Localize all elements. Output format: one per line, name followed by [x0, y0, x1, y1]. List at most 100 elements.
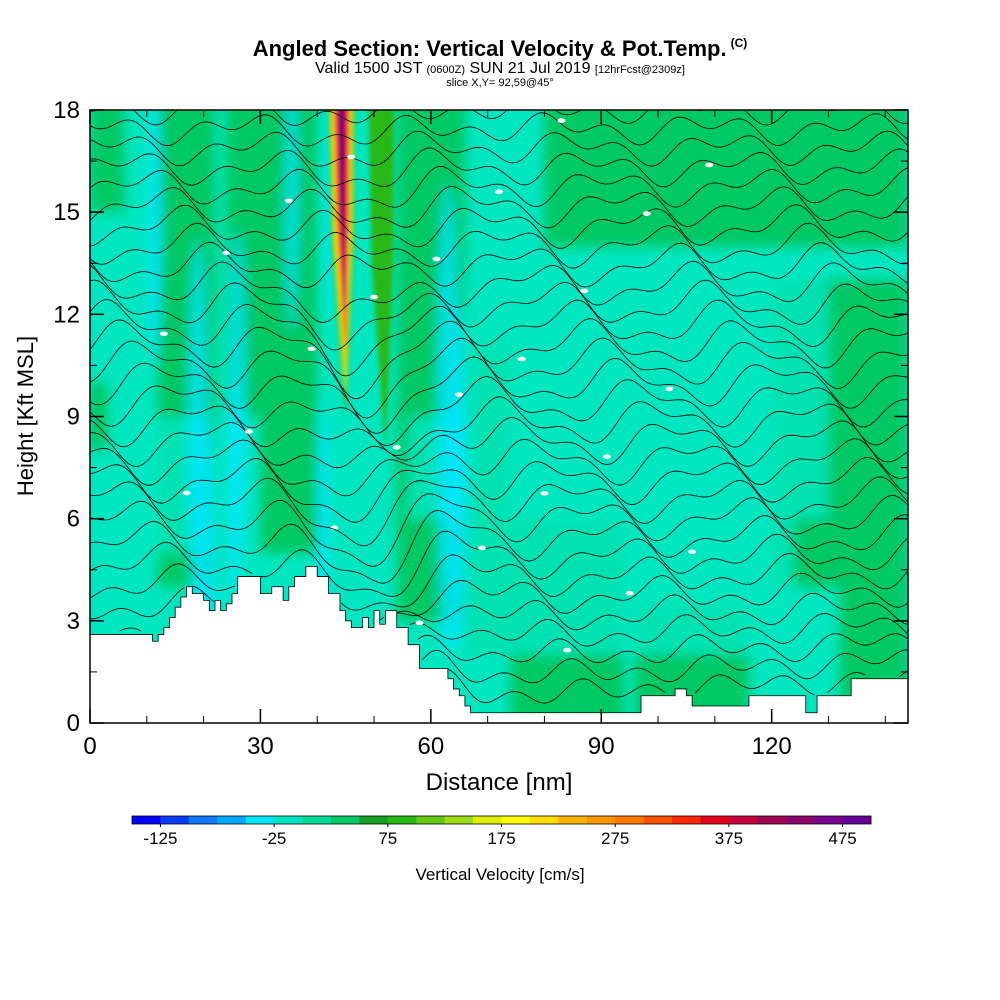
- isentrope-16: [90, 356, 908, 434]
- chart-subtitle: Valid 1500 JST (0600Z) SUN 21 Jul 2019 […: [0, 60, 1000, 78]
- isentrope-label-21: [580, 288, 589, 294]
- x-tick-label: 30: [247, 733, 274, 760]
- chart-title-unit: (C): [730, 36, 748, 50]
- isentrope-17: [90, 337, 908, 419]
- colorbar-swatch: [529, 816, 559, 824]
- downdraft-7: [285, 110, 299, 332]
- colorbar-tick-label: -125: [143, 829, 177, 848]
- colorbar-tick-label: 175: [487, 829, 515, 848]
- isentrope-label-22: [222, 250, 231, 256]
- isentrope-23: [90, 222, 908, 269]
- colorbar-swatch: [558, 816, 588, 824]
- y-tick-label: 18: [53, 97, 80, 124]
- isentrope-27: [90, 147, 908, 188]
- terrain: [90, 565, 908, 723]
- isentrope-21: [90, 260, 908, 323]
- terrain-outline: [90, 565, 908, 714]
- field-patches: [90, 110, 908, 723]
- isentrope-28: [90, 130, 908, 167]
- field-cyan-patch-1: [612, 280, 829, 519]
- x-tick-label: 90: [588, 733, 615, 760]
- y-tick-label: 15: [53, 199, 80, 226]
- downdraft-6: [451, 307, 468, 649]
- isentrope-label-27: [705, 162, 714, 168]
- isentrope-label-29: [557, 118, 566, 123]
- colorbar-swatch: [814, 816, 843, 824]
- isentrope-31: [90, 75, 908, 105]
- x-tick-label: 0: [83, 733, 96, 760]
- isentrope-11: [90, 457, 908, 523]
- colorbar-swatch: [757, 816, 787, 824]
- isentrope-5: [90, 572, 908, 621]
- isentrope-29: [90, 112, 908, 147]
- isentrope-label-17: [307, 346, 316, 352]
- terrain-fill: [90, 566, 908, 723]
- valid-date: SUN 21 Jul 2019: [469, 60, 591, 77]
- isentrope-18: [90, 318, 908, 400]
- isentrope-14: [90, 396, 908, 457]
- isentrope-26: [90, 165, 908, 208]
- colorbar-swatch: [359, 816, 389, 824]
- field-patch-12: [544, 110, 659, 247]
- chart-title: Angled Section: Vertical Velocity & Pot.…: [0, 36, 1000, 62]
- updraft-cores: [328, 110, 395, 451]
- utc-time: (0600Z): [426, 64, 466, 76]
- isentrope-24: [90, 204, 908, 249]
- y-tick-label: 3: [67, 608, 80, 635]
- colorbar-swatch: [387, 816, 417, 824]
- isentrope-6: [90, 552, 908, 611]
- colorbar-tick-label: -25: [262, 829, 287, 848]
- isentrope-4: [119, 592, 908, 632]
- isentrope-label-15: [455, 392, 464, 397]
- forecast-info: [12hrFcst@2309z]: [594, 64, 685, 76]
- isentrope-label-2: [563, 647, 572, 653]
- isentrope-label-7: [477, 545, 486, 551]
- isentrope-label-13: [602, 454, 611, 459]
- colorbar-swatch: [643, 816, 673, 824]
- isentrope-label-16: [665, 386, 674, 392]
- colorbar-swatch: [444, 816, 474, 824]
- isentrope-label-12: [392, 444, 401, 450]
- isentrope-label-25: [284, 198, 293, 204]
- isentrope-label-8: [688, 549, 697, 555]
- colorbar-swatch: [672, 816, 701, 824]
- slice-info: slice X,Y= 92,59@45°: [446, 77, 554, 89]
- isentrope-label-11: [182, 490, 191, 496]
- isentrope-13: [90, 416, 908, 469]
- colorbar-swatch: [728, 816, 758, 824]
- colorbar-swatch: [217, 816, 246, 824]
- y-tick-label: 12: [53, 301, 80, 328]
- colorbar-swatch: [188, 816, 218, 824]
- isentrope-7: [90, 530, 908, 597]
- x-tick-label: 60: [417, 733, 444, 760]
- colorbar-tick-label: 475: [828, 829, 856, 848]
- colorbar-label: Vertical Velocity [cm/s]: [415, 865, 584, 884]
- y-axis: 0 3 6 9 12 15 18: [53, 97, 908, 737]
- valid-time: Valid 1500 JST: [315, 60, 423, 77]
- colorbar-swatch: [132, 816, 161, 824]
- colorbar-swatch: [586, 816, 616, 824]
- downdraft-1: [188, 239, 208, 649]
- x-axis-label: Distance [nm]: [426, 769, 573, 796]
- isentrope-label-14: [245, 429, 254, 434]
- isentrope-label-4: [415, 620, 424, 626]
- colorbar-swatch: [700, 816, 730, 824]
- isentrope-1: [422, 649, 908, 684]
- field-patch-8: [658, 110, 908, 247]
- isentrope-label-23: [432, 256, 441, 262]
- colorbar-swatch: [160, 816, 190, 824]
- colorbar-swatch: [302, 816, 332, 824]
- colorbar-swatch: [245, 816, 275, 824]
- isentrope-15: [90, 376, 908, 446]
- isentrope-label-26: [495, 189, 503, 195]
- isentrope-20: [90, 279, 908, 351]
- updraft-core-1-layer-0: [368, 110, 395, 451]
- x-tick-label: 120: [752, 733, 792, 760]
- isentrope-19: [90, 299, 908, 377]
- colorbar-swatch: [842, 816, 872, 824]
- colorbar-tick-label: 275: [601, 829, 629, 848]
- colorbar-swatch: [615, 816, 644, 824]
- y-axis-label: Height [Kft MSL]: [13, 336, 38, 496]
- colorbar: -125 -25 75 175 275 375 475: [131, 815, 872, 848]
